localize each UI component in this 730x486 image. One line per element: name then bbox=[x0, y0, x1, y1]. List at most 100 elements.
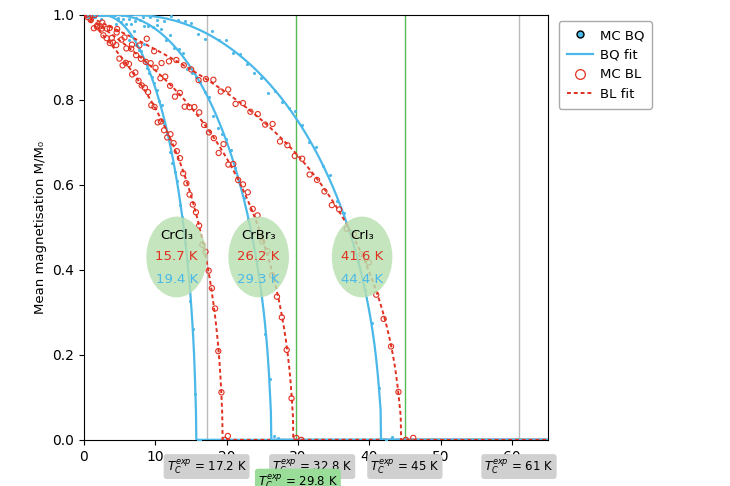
Point bbox=[174, 201, 185, 209]
Point bbox=[169, 44, 180, 52]
Point bbox=[291, 434, 302, 442]
Point bbox=[393, 388, 404, 396]
Point bbox=[126, 33, 137, 40]
Point bbox=[126, 70, 138, 78]
Point bbox=[116, 11, 128, 18]
Point bbox=[363, 259, 374, 266]
Point bbox=[87, 13, 99, 21]
Point bbox=[259, 330, 271, 338]
X-axis label: T, K: T, K bbox=[301, 467, 330, 481]
Point bbox=[216, 130, 228, 138]
Point bbox=[104, 11, 115, 18]
Point bbox=[245, 108, 256, 116]
Point bbox=[112, 14, 123, 22]
Point bbox=[168, 139, 180, 147]
Point bbox=[125, 20, 137, 28]
Point bbox=[82, 11, 93, 18]
Point bbox=[120, 45, 132, 52]
Text: CrBr₃: CrBr₃ bbox=[242, 229, 276, 242]
Text: $T_C^{exp}$ = 45 K: $T_C^{exp}$ = 45 K bbox=[370, 457, 439, 476]
Point bbox=[311, 176, 323, 184]
Legend: MC BQ, BQ fit, MC BL, BL fit: MC BQ, BQ fit, MC BL, BL fit bbox=[558, 21, 652, 109]
Point bbox=[237, 180, 249, 188]
Point bbox=[123, 60, 135, 68]
Point bbox=[138, 40, 150, 48]
Point bbox=[266, 271, 278, 279]
Point bbox=[165, 12, 177, 20]
Point bbox=[210, 305, 221, 312]
Point bbox=[296, 122, 308, 129]
Point bbox=[234, 178, 245, 186]
Point bbox=[250, 257, 262, 265]
Point bbox=[400, 436, 412, 444]
Point bbox=[194, 78, 206, 86]
Point bbox=[203, 93, 215, 101]
Point bbox=[146, 73, 158, 81]
Text: 19.4 K: 19.4 K bbox=[155, 273, 198, 286]
Point bbox=[118, 16, 129, 23]
Point bbox=[129, 17, 141, 25]
Ellipse shape bbox=[331, 217, 393, 297]
Point bbox=[252, 110, 264, 118]
Point bbox=[173, 45, 185, 53]
Point bbox=[373, 384, 385, 392]
Point bbox=[145, 59, 156, 67]
Point bbox=[255, 291, 266, 298]
Point bbox=[385, 343, 397, 350]
Point bbox=[247, 205, 258, 213]
Point bbox=[89, 13, 101, 21]
Point bbox=[289, 152, 301, 160]
Point bbox=[207, 112, 219, 120]
Point bbox=[104, 24, 115, 32]
Point bbox=[82, 13, 93, 21]
Point bbox=[187, 325, 199, 333]
Point bbox=[247, 235, 258, 243]
Point bbox=[326, 201, 338, 209]
Point bbox=[161, 134, 173, 141]
Point bbox=[104, 39, 115, 47]
Point bbox=[274, 138, 286, 145]
Point bbox=[228, 160, 239, 168]
Point bbox=[120, 20, 132, 28]
Point bbox=[99, 11, 111, 18]
Point bbox=[296, 155, 308, 163]
Point bbox=[153, 97, 165, 105]
Point bbox=[140, 58, 152, 66]
Point bbox=[179, 103, 191, 111]
Point bbox=[141, 35, 153, 43]
Point bbox=[242, 189, 253, 196]
Point bbox=[193, 108, 205, 116]
Point bbox=[164, 82, 176, 90]
Text: CrI₃: CrI₃ bbox=[350, 229, 374, 242]
Text: 15.7 K: 15.7 K bbox=[155, 250, 198, 263]
Point bbox=[112, 16, 124, 23]
Point bbox=[107, 39, 119, 47]
Point bbox=[215, 87, 226, 95]
Point bbox=[223, 161, 234, 169]
Point bbox=[148, 47, 160, 55]
Point bbox=[126, 45, 137, 52]
Point bbox=[268, 432, 280, 439]
Point bbox=[324, 171, 336, 178]
Point bbox=[164, 130, 176, 138]
Point bbox=[182, 257, 193, 265]
Point bbox=[276, 313, 288, 321]
Point bbox=[131, 41, 142, 49]
Point bbox=[366, 320, 377, 328]
Point bbox=[193, 30, 204, 37]
Point bbox=[220, 135, 232, 143]
Point bbox=[282, 141, 293, 149]
Point bbox=[171, 56, 182, 64]
Point bbox=[105, 11, 117, 18]
Point bbox=[158, 17, 169, 25]
Point bbox=[206, 284, 218, 292]
Point bbox=[128, 28, 139, 35]
Point bbox=[141, 65, 153, 72]
Point bbox=[135, 55, 147, 63]
Point bbox=[213, 36, 225, 44]
Point bbox=[179, 239, 191, 247]
Point bbox=[96, 15, 107, 22]
Point bbox=[283, 104, 294, 112]
Point bbox=[259, 121, 271, 128]
Point bbox=[144, 13, 155, 21]
